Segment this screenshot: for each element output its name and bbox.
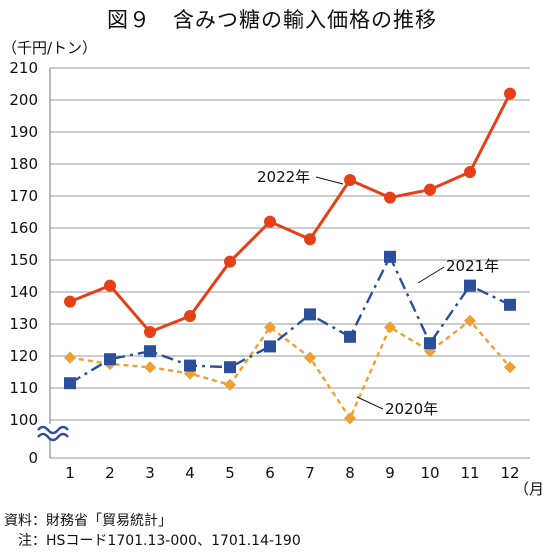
data-point: [384, 250, 396, 263]
x-tick-label: 8: [345, 464, 355, 482]
data-point: [224, 361, 236, 374]
data-point: [64, 295, 76, 308]
data-point: [504, 87, 516, 100]
y-tick-label: 100: [9, 411, 38, 429]
data-point: [144, 361, 156, 374]
axis-break-wave: [37, 432, 69, 442]
x-tick-label: 2: [105, 464, 115, 482]
x-tick-label: 1: [65, 464, 75, 482]
y-tick-label: 150: [9, 251, 38, 269]
data-point: [224, 378, 236, 391]
data-point: [64, 351, 76, 364]
data-point: [464, 279, 476, 292]
data-point: [384, 191, 396, 204]
data-point: [504, 298, 516, 311]
series-2021年: [64, 250, 516, 390]
data-point: [344, 412, 356, 425]
axes: [36, 67, 530, 458]
y-tick-label: 110: [9, 379, 38, 397]
line-chart: （千円/トン） （月） 0100110120130140150160170180…: [2, 39, 544, 498]
y-tick-labels: 0 100 110 120 130 140 150 160 170 180 190 200 210: [9, 59, 38, 467]
series-label: 2022年: [257, 168, 310, 186]
y-tick-label: 130: [9, 315, 38, 333]
x-tick-labels: 1 2 3 4 5 6 7 8 9 10 11 12: [65, 464, 519, 482]
y-tick-label: 200: [9, 91, 38, 109]
series-line: [69, 319, 511, 421]
data-point: [304, 233, 316, 246]
data-point: [304, 351, 316, 364]
series-label: 2020年: [385, 400, 438, 418]
data-point: [104, 353, 116, 366]
source-notes: 資料：財務省「貿易統計」 注：HSコード1701.13-000、1701.14-…: [4, 511, 301, 551]
x-tick-label: 5: [225, 464, 235, 482]
data-point: [144, 345, 156, 358]
note-line: 注：HSコード1701.13-000、1701.14-190: [4, 533, 301, 549]
y-tick-label: 190: [9, 123, 38, 141]
data-point: [504, 361, 516, 374]
gridlines: [50, 67, 530, 459]
axis-break-mark: [36, 424, 69, 442]
series-label: 2021年: [446, 257, 499, 275]
data-point: [464, 314, 476, 327]
x-tick-label: 10: [420, 464, 439, 482]
data-point: [384, 321, 396, 334]
source-line: 資料：財務省「貿易統計」: [4, 513, 172, 529]
y-tick-label: 160: [9, 219, 38, 237]
y-tick-label: 0: [28, 449, 38, 467]
x-tick-label: 3: [145, 464, 155, 482]
data-point: [104, 279, 116, 292]
y-unit-label: （千円/トン）: [2, 39, 97, 57]
y-tick-label: 140: [9, 283, 38, 301]
series-2022年: [64, 87, 516, 338]
x-tick-label: 11: [460, 464, 479, 482]
y-tick-label: 170: [9, 187, 38, 205]
annotation-leader: [315, 176, 344, 185]
data-point: [64, 377, 76, 390]
data-point: [264, 215, 276, 228]
annotation-leader: [356, 396, 384, 410]
chart-title: 図９ 含みつ糖の輸入価格の推移: [107, 8, 437, 32]
x-unit-label: （月）: [514, 480, 544, 498]
data-point: [184, 310, 196, 322]
x-tick-label: 9: [385, 464, 395, 482]
data-point: [424, 183, 436, 196]
series-line: [69, 254, 511, 385]
data-point: [424, 337, 436, 350]
series-line: [69, 92, 512, 334]
data-point: [264, 321, 276, 334]
annotation-leader: [417, 266, 445, 284]
series-layer: [64, 87, 516, 425]
data-point: [464, 166, 476, 178]
x-tick-label: 6: [265, 464, 275, 482]
data-point: [344, 174, 356, 186]
y-tick-label: 120: [9, 347, 38, 365]
data-point: [304, 308, 316, 321]
y-tick-label: 210: [9, 59, 38, 77]
x-tick-label: 4: [185, 464, 195, 482]
axis-break-wave: [37, 425, 69, 435]
x-tick-label: 12: [500, 464, 519, 482]
series-2020年: [64, 314, 516, 425]
y-tick-label: 180: [9, 155, 38, 173]
x-tick-label: 7: [305, 464, 315, 482]
data-point: [144, 326, 156, 338]
data-point: [184, 359, 196, 372]
series-annotations: 2022年 2021年 2020年: [257, 168, 499, 418]
data-point: [344, 330, 356, 343]
data-point: [224, 255, 236, 268]
data-point: [264, 340, 276, 353]
